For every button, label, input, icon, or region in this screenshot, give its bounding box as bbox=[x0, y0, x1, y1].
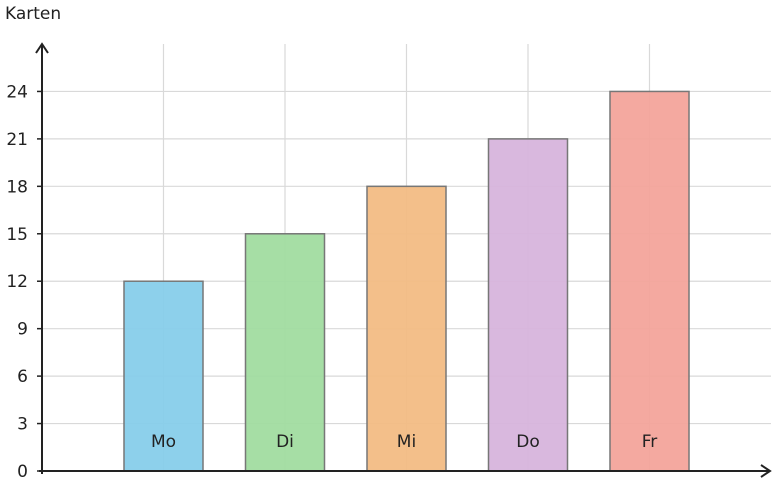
x-axis-arrow bbox=[760, 464, 772, 478]
y-axis-arrow bbox=[35, 42, 49, 54]
x-tick-label: Mi bbox=[397, 432, 416, 452]
x-tick-label: Di bbox=[276, 432, 294, 452]
bar bbox=[244, 233, 326, 472]
x-tick-label: Fr bbox=[642, 432, 658, 452]
y-tick-label: 6 bbox=[17, 367, 28, 387]
bar bbox=[609, 90, 690, 472]
bar bbox=[123, 280, 204, 472]
x-tick-label: Do bbox=[516, 432, 540, 452]
bar bbox=[366, 185, 447, 472]
y-tick-label: 18 bbox=[6, 177, 28, 197]
y-tick-label: 21 bbox=[6, 130, 28, 150]
y-axis-label: Karten bbox=[5, 4, 61, 24]
bar bbox=[487, 138, 569, 472]
x-tick-label: Mo bbox=[151, 432, 176, 452]
y-tick-label: 15 bbox=[6, 225, 28, 245]
y-tick-label: 12 bbox=[6, 272, 28, 292]
y-tick-label: 24 bbox=[6, 82, 28, 102]
y-tick-label: 9 bbox=[17, 320, 28, 340]
y-tick-label: 0 bbox=[17, 462, 28, 482]
y-tick-label: 3 bbox=[17, 415, 28, 435]
